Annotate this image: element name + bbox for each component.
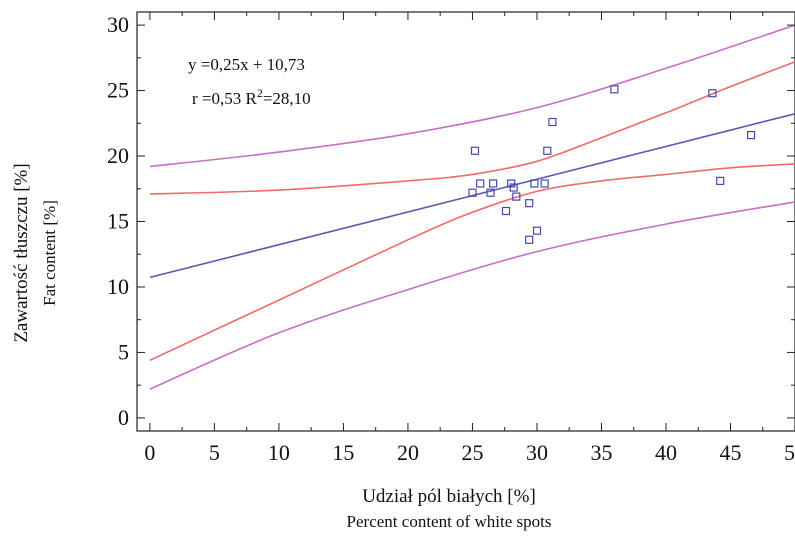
data-point: [610, 85, 619, 94]
y-axis-label: Zawartość tłuszczu [%]: [11, 163, 32, 342]
data-point: [525, 235, 534, 244]
data-point: [512, 192, 521, 201]
y-tick-label: 20: [107, 143, 129, 168]
data-point: [489, 179, 498, 188]
y-tick-label: 25: [107, 78, 129, 103]
data-point: [708, 89, 717, 98]
x-tick-label: 15: [332, 440, 354, 465]
x-tick-label: 50: [784, 440, 795, 465]
y-tick-label: 10: [107, 274, 129, 299]
regression-group: [149, 112, 795, 279]
y-ticks-group: 0 5 10 15 20 25 30: [107, 12, 795, 430]
data-point: [532, 226, 542, 235]
x-tick-label: 35: [590, 440, 612, 465]
x-axis-label-en: Percent content of white spots: [347, 512, 552, 531]
x-tick-label: 0: [144, 440, 155, 465]
x-tick-label: 45: [719, 440, 741, 465]
y-tick-label: 0: [118, 405, 129, 430]
plot-area: 0 5 10 15 20 25 30 35 40 45 50 0 5 10 15 20 25 30: [107, 11, 795, 465]
bands-group: [149, 24, 795, 390]
x-tick-label: 10: [268, 440, 290, 465]
data-point: [548, 117, 557, 127]
data-point: [501, 206, 511, 216]
data-point: [476, 179, 485, 188]
y-tick-label: 5: [118, 339, 129, 364]
data-point: [468, 188, 477, 197]
data-point: [540, 179, 549, 188]
x-tick-label: 25: [461, 440, 483, 465]
data-point: [530, 179, 539, 188]
data-point: [716, 176, 725, 185]
x-tick-label: 30: [526, 440, 548, 465]
confidence-band-upper: [149, 61, 795, 195]
x-tick-label: 5: [209, 440, 220, 465]
data-point: [525, 199, 534, 208]
regression-line: [149, 112, 795, 279]
data-point: [509, 183, 518, 192]
plot-frame: [136, 11, 795, 432]
stats-annotation: r =0,53 R2=28,10: [192, 86, 311, 108]
stats-sup: 2: [257, 86, 263, 100]
data-point: [543, 146, 552, 155]
x-ticks-group: 0 5 10 15 20 25 30 35 40 45 50: [144, 12, 795, 465]
prediction-band-lower: [149, 201, 795, 390]
y-axis-label-en: Fat content [%]: [40, 200, 59, 306]
x-axis-label: Udział pól białych [%]: [362, 486, 536, 507]
data-point: [486, 188, 495, 197]
x-tick-label: 20: [397, 440, 419, 465]
data-point: [470, 146, 480, 155]
data-point: [746, 131, 756, 140]
equation-annotation: y =0,25x + 10,73: [188, 55, 305, 74]
stats-suffix: =28,10: [263, 89, 311, 108]
y-tick-label: 30: [107, 12, 129, 37]
prediction-band-upper: [149, 24, 795, 168]
x-tick-label: 40: [655, 440, 677, 465]
points-group: [468, 85, 756, 244]
confidence-band-lower: [149, 163, 795, 362]
y-tick-label: 15: [107, 209, 129, 234]
stats-prefix: r =0,53 R: [192, 89, 257, 108]
